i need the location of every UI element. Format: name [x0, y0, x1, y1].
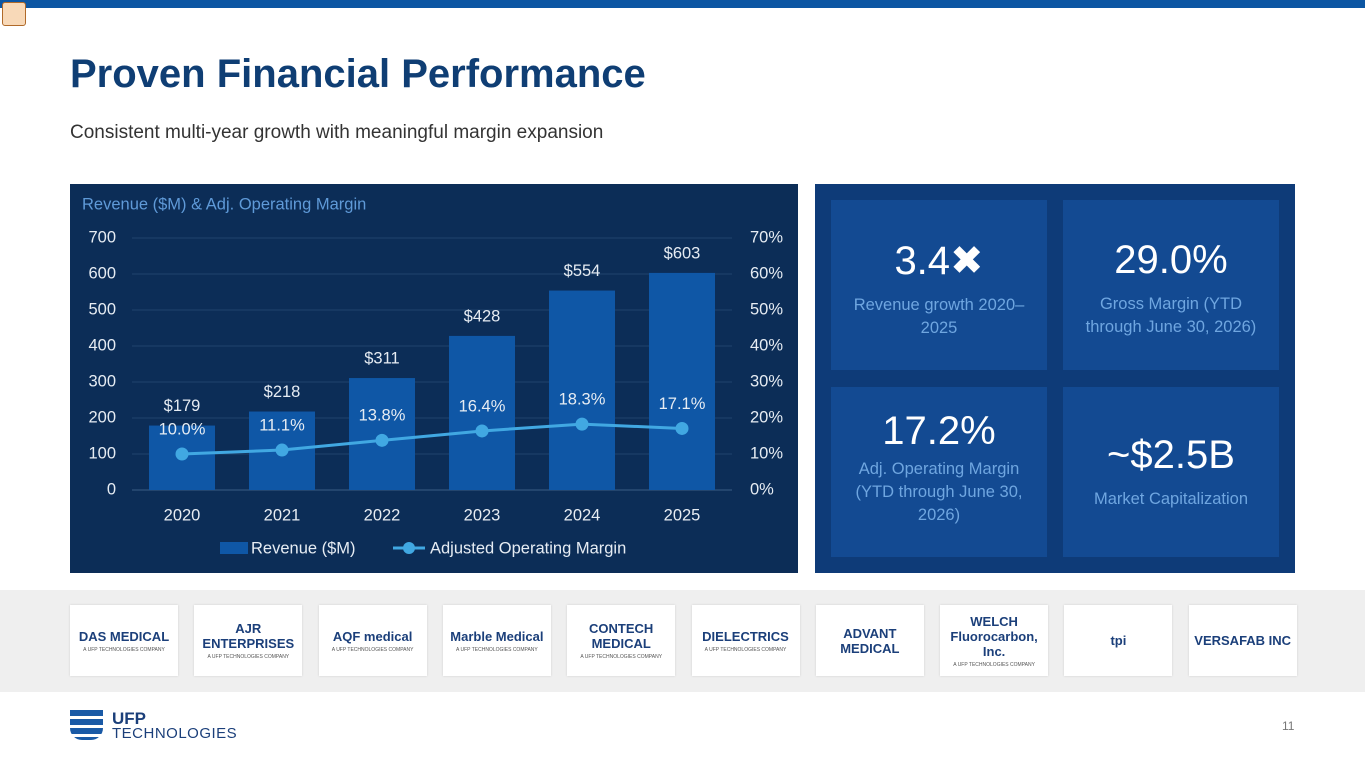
logo: Marble Medical A UFP TECHNOLOGIES COMPANY [442, 605, 551, 676]
logo-name: tpi [1110, 633, 1127, 648]
line-point [175, 447, 189, 461]
data-label: $554 [564, 262, 601, 280]
kpi-tile: 17.2% Adj. Operating Margin (YTD through… [831, 387, 1047, 557]
data-label: 13.8% [359, 407, 406, 425]
logo: tpi [1064, 605, 1173, 676]
kpi-label: Gross Margin (YTD through June 30, 2026) [1085, 295, 1257, 336]
page-number: 11 [1282, 719, 1295, 733]
y2-tick-label: 20% [750, 408, 783, 426]
data-label: 16.4% [459, 397, 506, 415]
legend-label: Revenue ($M) [251, 539, 356, 557]
line [181, 422, 683, 456]
y-tick-label: 100 [88, 444, 116, 462]
logo-name: ADVANT MEDICAL [840, 625, 900, 656]
y2-tick-label: 0% [750, 480, 774, 498]
x-tick-label: 2023 [464, 506, 501, 524]
y-tick-label: 0 [107, 480, 116, 498]
logo-name: DIELECTRICS [702, 628, 789, 644]
logo-tagline: A UFP TECHNOLOGIES COMPANY [83, 646, 165, 653]
logo: VERSAFAB INC [1188, 605, 1297, 676]
logo-tagline: A UFP TECHNOLOGIES COMPANY [704, 646, 787, 653]
kpi-tile: 3.4✖ Revenue growth 2020–2025 [831, 200, 1047, 370]
logo-tagline: A UFP TECHNOLOGIES COMPANY [953, 661, 1035, 668]
logo: ADVANT MEDICAL [815, 605, 924, 676]
logo: WELCH Fluorocarbon, Inc. A UFP TECHNOLOGI… [940, 605, 1049, 676]
kpi-value: 17.2% [882, 409, 996, 453]
data-label: $428 [464, 307, 501, 325]
x-tick-label: 2020 [164, 506, 201, 524]
logo-tagline: A UFP TECHNOLOGIES COMPANY [456, 646, 538, 653]
bar [449, 335, 515, 490]
line-point [375, 433, 389, 447]
comment-icon[interactable] [2, 2, 26, 26]
bar [549, 290, 615, 490]
kpi-tile: ~$2.5B Market Capitalization [1063, 387, 1279, 557]
logo-tagline: A UFP TECHNOLOGIES COMPANY [580, 654, 663, 660]
legend-label: Adjusted Operating Margin [430, 539, 626, 557]
logo-name: DAS MEDICAL [78, 628, 170, 644]
y2-tick-label: 50% [750, 300, 783, 318]
line-point [275, 443, 289, 457]
brand-mark [70, 710, 103, 740]
y-tick-label: 600 [88, 264, 116, 282]
data-label: $218 [264, 383, 301, 401]
chart: Revenue ($M) & Adj. Operating Margin 0 10… [70, 184, 798, 573]
logo-tagline: A UFP TECHNOLOGIES COMPANY [207, 654, 290, 660]
data-label: 11.1% [259, 416, 305, 434]
kpi-label: Market Capitalization [1093, 490, 1249, 508]
y2-tick-label: 10% [750, 444, 783, 462]
legend-swatch [220, 542, 248, 554]
kpi-value: 3.4✖ [894, 239, 984, 283]
logo-name: Marble Medical [450, 628, 544, 644]
line-point [675, 421, 689, 435]
legend-swatch [403, 542, 415, 554]
line-point [575, 417, 589, 431]
y2-tick-label: 30% [750, 372, 783, 390]
logo: DAS MEDICAL A UFP TECHNOLOGIES COMPANY [70, 605, 178, 676]
y-tick-label: 300 [88, 372, 116, 390]
y-tick-label: 400 [88, 336, 116, 354]
x-tick-label: 2025 [664, 506, 701, 524]
chart-title: Revenue ($M) & Adj. Operating Margin [82, 195, 366, 213]
x-tick-label: 2024 [564, 506, 601, 524]
logo-name: AQF medical [332, 628, 413, 644]
kpi-label: Revenue growth 2020–2025 [853, 296, 1025, 337]
data-label: 10.0% [159, 420, 206, 438]
x-tick-label: 2021 [264, 506, 301, 524]
top-bar [0, 0, 1365, 8]
data-label: $603 [664, 244, 701, 262]
slide-subtitle: Consistent multi-year growth with meanin… [70, 122, 604, 143]
slide-title: Proven Financial Performance [70, 52, 646, 96]
logo-tagline: A UFP TECHNOLOGIES COMPANY [331, 646, 414, 653]
y2-tick-label: 60% [750, 264, 783, 282]
y2-tick-label: 40% [750, 336, 783, 354]
y-tick-label: 700 [88, 228, 116, 246]
y2-tick-label: 70% [750, 228, 783, 246]
logo-name: AJR ENTERPRISES [202, 621, 295, 651]
bar [649, 272, 715, 490]
logo: CONTECH MEDICAL A UFP TECHNOLOGIES COMPAN… [567, 605, 676, 676]
logo-name: CONTECH MEDICAL [589, 621, 654, 651]
kpi-value: ~$2.5B [1107, 433, 1235, 477]
kpi-tile: 29.0% Gross Margin (YTD through June 30,… [1063, 200, 1279, 370]
line-point [475, 424, 489, 438]
logo: AQF medical A UFP TECHNOLOGIES COMPANY [318, 605, 427, 676]
logo-name: WELCH Fluorocarbon, Inc. [950, 613, 1038, 659]
data-label: 18.3% [559, 390, 606, 408]
brand-name: UFP [112, 709, 146, 728]
y-tick-label: 500 [88, 300, 116, 318]
kpi-value: 29.0% [1114, 238, 1228, 282]
logo: AJR ENTERPRISES A UFP TECHNOLOGIES COMPAN… [194, 605, 303, 676]
data-label: 17.1% [659, 395, 706, 413]
y-tick-label: 200 [88, 408, 116, 426]
data-label: $179 [164, 397, 201, 415]
logo-name: VERSAFAB INC [1194, 633, 1292, 648]
data-label: $311 [364, 349, 399, 367]
brand-subtitle: TECHNOLOGIES [112, 725, 238, 742]
kpi-label: Adj. Operating Margin (YTD through June … [855, 460, 1023, 524]
x-tick-label: 2022 [364, 506, 401, 524]
logo: DIELECTRICS A UFP TECHNOLOGIES COMPANY [691, 605, 800, 676]
